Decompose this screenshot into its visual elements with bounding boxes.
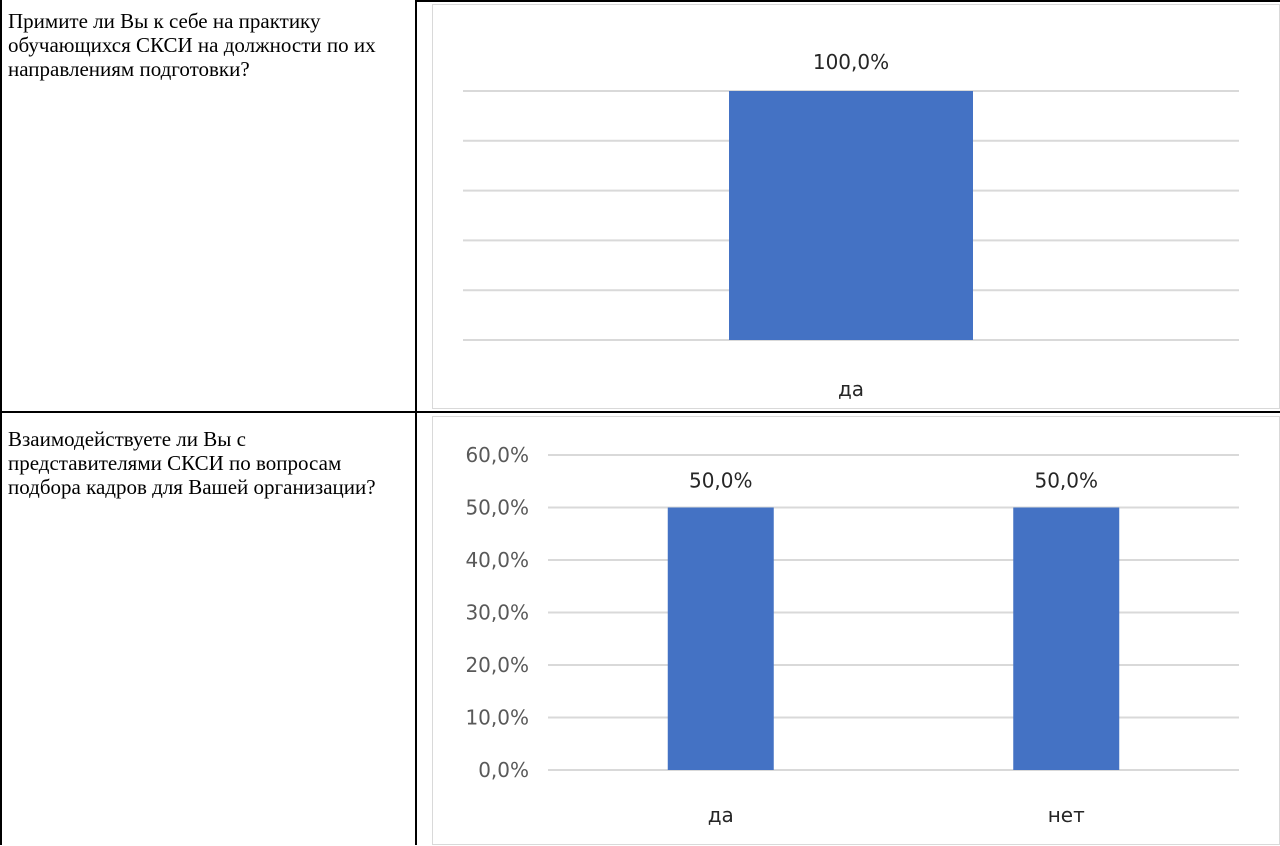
data-label: 50,0% (1034, 469, 1098, 493)
chart-1-svg: 100,0% да (463, 50, 1239, 401)
table-top-border (417, 0, 1280, 2)
y-tick-label: 30,0% (465, 601, 529, 625)
bar (729, 91, 973, 340)
bar (667, 507, 774, 770)
bar (1013, 507, 1120, 770)
category-label: нет (1048, 803, 1085, 827)
y-tick-label: 60,0% (465, 443, 529, 467)
category-label: да (708, 803, 734, 827)
question-2-text: Взаимодействуете ли Вы с представителями… (8, 427, 376, 499)
chart-2-svg: 0,0% 10,0% 20,0% 30,0% 40,0% 50,0% 60,0% 50,0% д… (465, 443, 1239, 827)
question-1-text: Примите ли Вы к себе на практику обучающ… (8, 9, 376, 81)
category-label: да (838, 377, 864, 401)
table-column-divider (415, 0, 417, 845)
y-tick-label: 0,0% (478, 758, 529, 782)
table-left-border (0, 0, 2, 845)
data-label: 50,0% (689, 469, 753, 493)
y-tick-label: 10,0% (465, 706, 529, 730)
chart-2-frame: 0,0% 10,0% 20,0% 30,0% 40,0% 50,0% 60,0% 50,0% д… (432, 416, 1280, 845)
chart-1-frame: 100,0% да (432, 4, 1280, 409)
y-tick-label: 50,0% (465, 496, 529, 520)
y-tick-label: 20,0% (465, 653, 529, 677)
data-label: 100,0% (813, 50, 889, 74)
y-tick-label: 40,0% (465, 548, 529, 572)
table-row-divider (0, 411, 1280, 413)
